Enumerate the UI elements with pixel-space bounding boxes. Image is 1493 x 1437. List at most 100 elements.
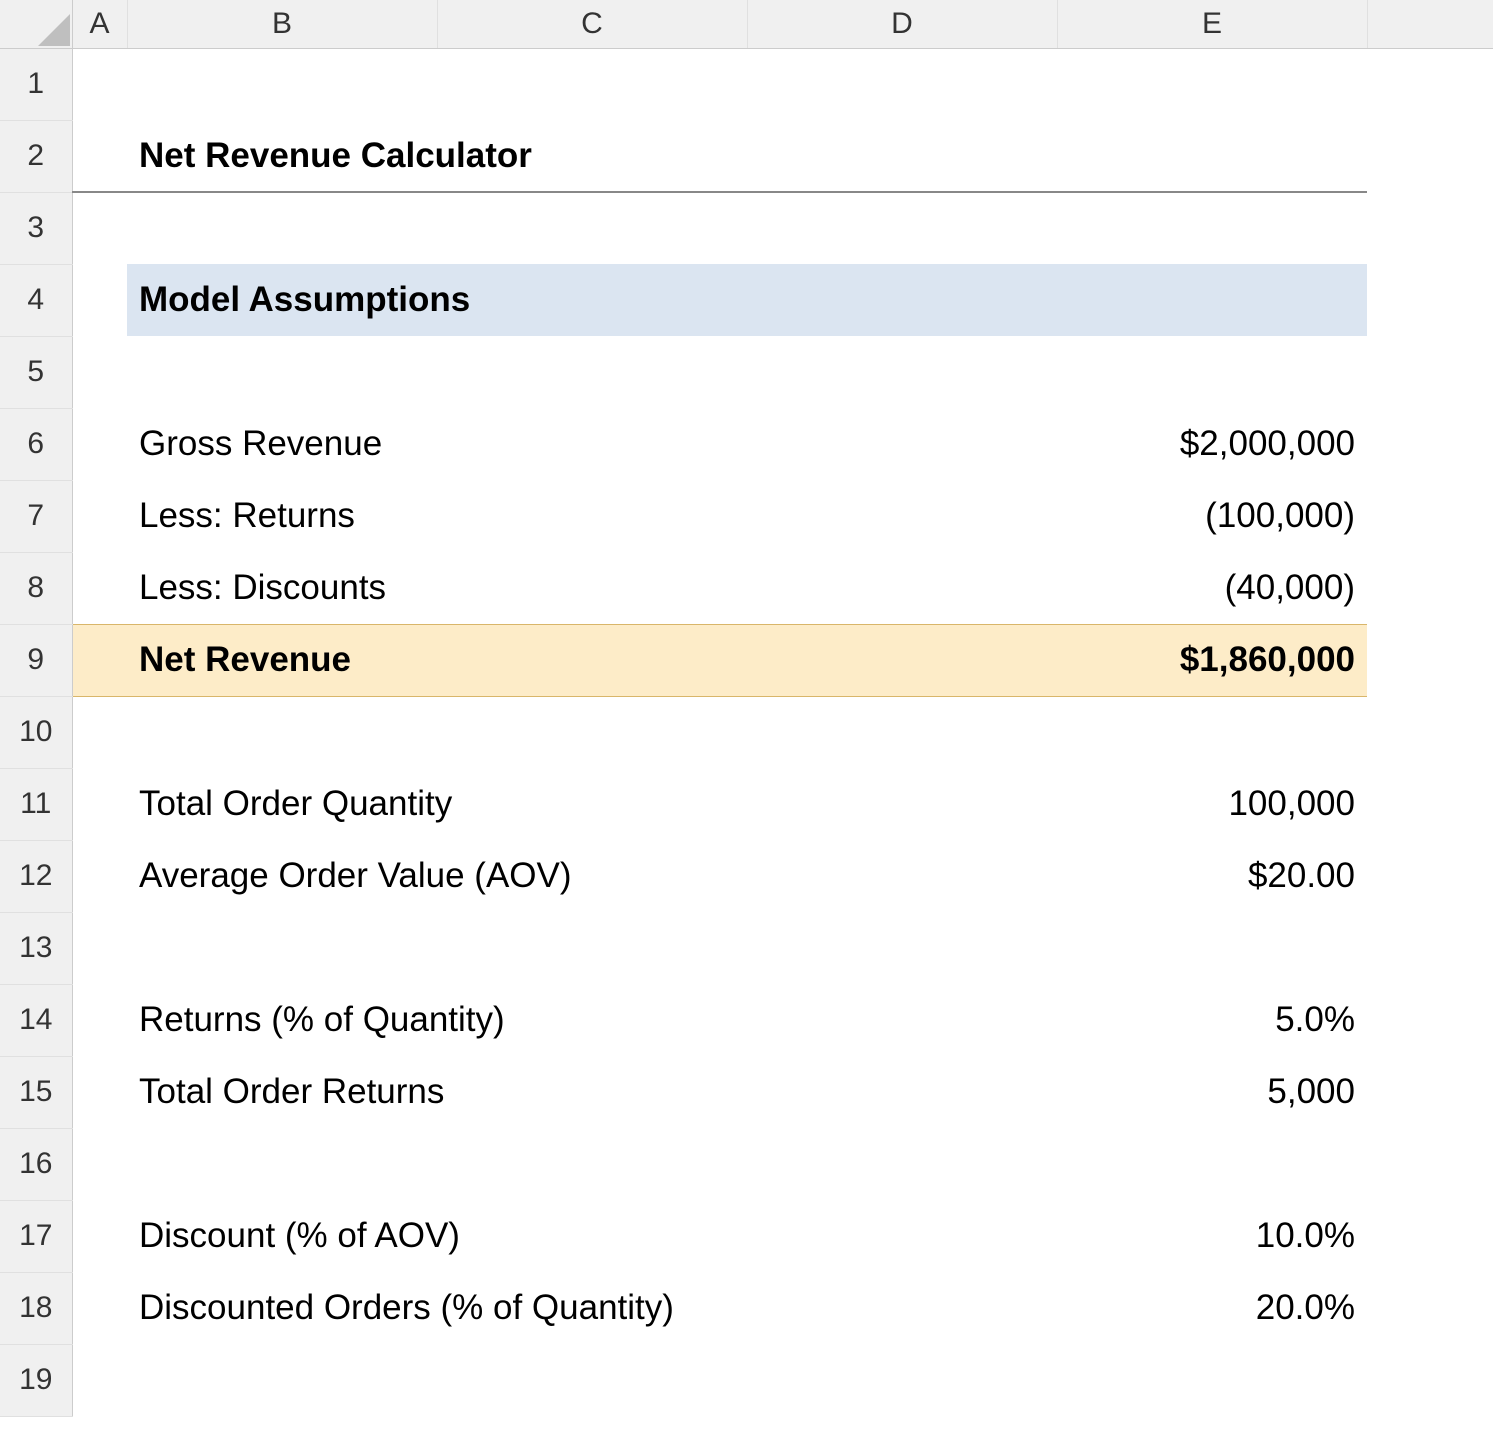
cell-A13[interactable] — [72, 912, 127, 984]
value-returns-pct[interactable]: 5.0% — [1057, 984, 1367, 1056]
cell-A10[interactable] — [72, 696, 127, 768]
row-header-1[interactable]: 1 — [0, 48, 72, 120]
cell-F18[interactable] — [1367, 1272, 1493, 1344]
cell-C10[interactable] — [437, 696, 747, 768]
cell-F14[interactable] — [1367, 984, 1493, 1056]
cell-D1[interactable] — [747, 48, 1057, 120]
label-net-revenue[interactable]: Net Revenue — [127, 624, 1057, 696]
col-header-C[interactable]: C — [437, 0, 747, 48]
value-less-returns[interactable]: (100,000) — [1057, 480, 1367, 552]
cell-F17[interactable] — [1367, 1200, 1493, 1272]
cell-D10[interactable] — [747, 696, 1057, 768]
label-total-order-qty[interactable]: Total Order Quantity — [127, 768, 1057, 840]
value-total-order-returns[interactable]: 5,000 — [1057, 1056, 1367, 1128]
cell-F7[interactable] — [1367, 480, 1493, 552]
section-header[interactable]: Model Assumptions — [127, 264, 1367, 336]
cell-E1[interactable] — [1057, 48, 1367, 120]
cell-D5[interactable] — [747, 336, 1057, 408]
row-header-19[interactable]: 19 — [0, 1344, 72, 1416]
cell-A16[interactable] — [72, 1128, 127, 1200]
label-total-order-returns[interactable]: Total Order Returns — [127, 1056, 1057, 1128]
cell-D13[interactable] — [747, 912, 1057, 984]
cell-D16[interactable] — [747, 1128, 1057, 1200]
cell-A8[interactable] — [72, 552, 127, 624]
cell-E5[interactable] — [1057, 336, 1367, 408]
row-header-2[interactable]: 2 — [0, 120, 72, 192]
value-less-discounts[interactable]: (40,000) — [1057, 552, 1367, 624]
cell-D19[interactable] — [747, 1344, 1057, 1416]
cell-B5[interactable] — [127, 336, 437, 408]
row-header-17[interactable]: 17 — [0, 1200, 72, 1272]
row-header-4[interactable]: 4 — [0, 264, 72, 336]
cell-D3[interactable] — [747, 192, 1057, 264]
label-returns-pct[interactable]: Returns (% of Quantity) — [127, 984, 1057, 1056]
cell-C16[interactable] — [437, 1128, 747, 1200]
cell-A2[interactable] — [72, 120, 127, 192]
row-header-5[interactable]: 5 — [0, 336, 72, 408]
cell-F16[interactable] — [1367, 1128, 1493, 1200]
cell-C19[interactable] — [437, 1344, 747, 1416]
row-header-10[interactable]: 10 — [0, 696, 72, 768]
label-discounted-orders-pct[interactable]: Discounted Orders (% of Quantity) — [127, 1272, 1057, 1344]
cell-E13[interactable] — [1057, 912, 1367, 984]
cell-B13[interactable] — [127, 912, 437, 984]
col-header-A[interactable]: A — [72, 0, 127, 48]
row-header-16[interactable]: 16 — [0, 1128, 72, 1200]
cell-A4[interactable] — [72, 264, 127, 336]
col-header-F[interactable] — [1367, 0, 1493, 48]
cell-B16[interactable] — [127, 1128, 437, 1200]
row-header-7[interactable]: 7 — [0, 480, 72, 552]
cell-F13[interactable] — [1367, 912, 1493, 984]
row-header-14[interactable]: 14 — [0, 984, 72, 1056]
cell-A6[interactable] — [72, 408, 127, 480]
cell-A3[interactable] — [72, 192, 127, 264]
cell-B10[interactable] — [127, 696, 437, 768]
cell-A19[interactable] — [72, 1344, 127, 1416]
row-header-18[interactable]: 18 — [0, 1272, 72, 1344]
cell-A7[interactable] — [72, 480, 127, 552]
col-header-D[interactable]: D — [747, 0, 1057, 48]
cell-A17[interactable] — [72, 1200, 127, 1272]
row-header-11[interactable]: 11 — [0, 768, 72, 840]
value-aov[interactable]: $20.00 — [1057, 840, 1367, 912]
value-gross-revenue[interactable]: $2,000,000 — [1057, 408, 1367, 480]
cell-A9[interactable] — [72, 624, 127, 696]
cell-B1[interactable] — [127, 48, 437, 120]
cell-A18[interactable] — [72, 1272, 127, 1344]
cell-F5[interactable] — [1367, 336, 1493, 408]
cell-A1[interactable] — [72, 48, 127, 120]
cell-A14[interactable] — [72, 984, 127, 1056]
cell-B19[interactable] — [127, 1344, 437, 1416]
row-header-15[interactable]: 15 — [0, 1056, 72, 1128]
cell-C13[interactable] — [437, 912, 747, 984]
cell-A15[interactable] — [72, 1056, 127, 1128]
col-header-E[interactable]: E — [1057, 0, 1367, 48]
cell-A12[interactable] — [72, 840, 127, 912]
cell-A5[interactable] — [72, 336, 127, 408]
cell-B3[interactable] — [127, 192, 437, 264]
cell-F15[interactable] — [1367, 1056, 1493, 1128]
cell-F8[interactable] — [1367, 552, 1493, 624]
label-less-discounts[interactable]: Less: Discounts — [127, 552, 1057, 624]
value-discount-pct-aov[interactable]: 10.0% — [1057, 1200, 1367, 1272]
cell-F1[interactable] — [1367, 48, 1493, 120]
value-total-order-qty[interactable]: 100,000 — [1057, 768, 1367, 840]
row-header-13[interactable]: 13 — [0, 912, 72, 984]
label-gross-revenue[interactable]: Gross Revenue — [127, 408, 1057, 480]
cell-F12[interactable] — [1367, 840, 1493, 912]
cell-E10[interactable] — [1057, 696, 1367, 768]
row-header-6[interactable]: 6 — [0, 408, 72, 480]
cell-E16[interactable] — [1057, 1128, 1367, 1200]
row-header-12[interactable]: 12 — [0, 840, 72, 912]
cell-F2[interactable] — [1367, 120, 1493, 192]
col-header-B[interactable]: B — [127, 0, 437, 48]
cell-C1[interactable] — [437, 48, 747, 120]
row-header-9[interactable]: 9 — [0, 624, 72, 696]
cell-C3[interactable] — [437, 192, 747, 264]
value-discounted-orders-pct[interactable]: 20.0% — [1057, 1272, 1367, 1344]
cell-F9[interactable] — [1367, 624, 1493, 696]
cell-A11[interactable] — [72, 768, 127, 840]
cell-F19[interactable] — [1367, 1344, 1493, 1416]
cell-F3[interactable] — [1367, 192, 1493, 264]
label-less-returns[interactable]: Less: Returns — [127, 480, 1057, 552]
